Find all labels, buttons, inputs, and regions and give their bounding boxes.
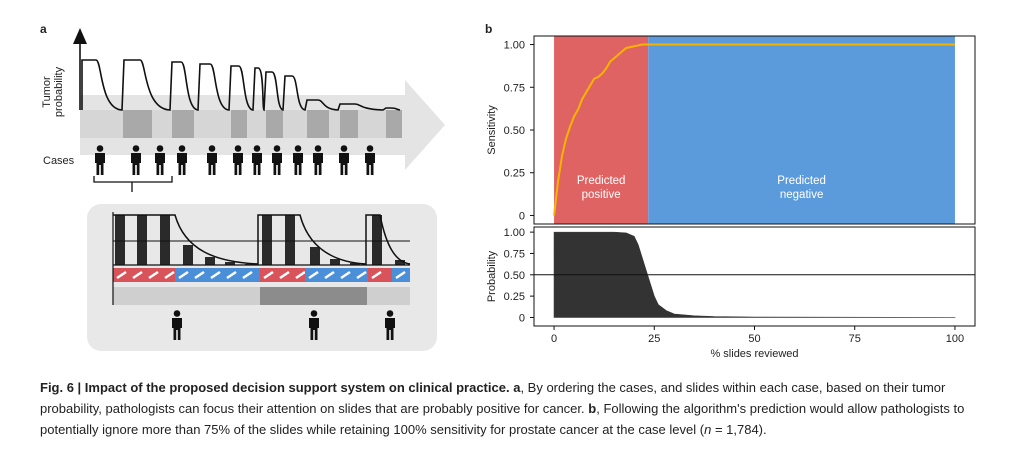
caption-text: n bbox=[704, 422, 712, 437]
stripe-dash bbox=[263, 270, 274, 280]
caption-text: Fig. 6 | Impact of the proposed decision… bbox=[40, 380, 510, 395]
slide bbox=[307, 110, 329, 138]
inset-bar bbox=[262, 215, 272, 265]
caption-text: a bbox=[513, 380, 521, 395]
caption-text: b bbox=[588, 401, 597, 416]
stripe-dash bbox=[164, 270, 175, 280]
inset-bar bbox=[395, 260, 405, 265]
stripe-dash bbox=[356, 270, 367, 280]
slide bbox=[386, 110, 402, 138]
inset-content bbox=[112, 212, 411, 340]
inset-bar bbox=[310, 247, 320, 265]
y-label: Tumor probability bbox=[41, 66, 65, 117]
inset-bar bbox=[137, 215, 147, 265]
x-tick-label: 50 bbox=[748, 333, 760, 345]
inset-bar bbox=[160, 215, 170, 265]
gray-bar bbox=[367, 287, 410, 305]
slide bbox=[123, 110, 152, 138]
x-tick-label: 25 bbox=[648, 333, 660, 345]
charts: Predicted positive Predicted negative 1.00 0.… bbox=[486, 35, 976, 360]
stripe-dash bbox=[324, 270, 335, 280]
slide bbox=[231, 110, 247, 138]
sensitivity-line bbox=[553, 43, 955, 216]
caption: Fig. 6 | Impact of the proposed decision… bbox=[40, 377, 985, 440]
region-label: Predicted bbox=[577, 175, 626, 187]
axis-arrowhead bbox=[73, 28, 87, 44]
inset-bar bbox=[205, 257, 215, 265]
caption-text: = 1,784). bbox=[711, 422, 767, 437]
inset-curve bbox=[113, 214, 411, 265]
stripe bbox=[113, 268, 175, 282]
stripe-dash bbox=[395, 270, 406, 280]
y-tick-label: 0 bbox=[519, 312, 525, 324]
stripe-dash bbox=[340, 270, 351, 280]
inset-bar bbox=[330, 259, 340, 265]
region-label: Predicted bbox=[777, 175, 826, 187]
x-tick-label: 0 bbox=[551, 333, 557, 345]
y-tick-label: 0 bbox=[519, 210, 525, 222]
slide bbox=[266, 110, 283, 138]
region bbox=[648, 36, 955, 224]
x-axis-label: % slides reviewed bbox=[710, 348, 798, 360]
y-tick-label: 0.25 bbox=[504, 168, 525, 180]
stripe-dash bbox=[279, 270, 290, 280]
y-tick-label: 0.75 bbox=[504, 248, 525, 260]
bracket bbox=[93, 176, 173, 192]
inset-bar bbox=[285, 215, 295, 265]
stripe-dash bbox=[116, 270, 127, 280]
y-tick-label: 0.75 bbox=[504, 82, 525, 94]
panel-label: b bbox=[485, 22, 492, 36]
stripe-dash bbox=[371, 270, 382, 280]
gray-bar bbox=[260, 287, 367, 305]
inset-bar bbox=[350, 263, 360, 265]
figure: a Tumor probability Cases b Predicted pos… bbox=[40, 22, 976, 360]
stripe-dash bbox=[226, 270, 237, 280]
stripe-dash bbox=[148, 270, 159, 280]
gray-bar bbox=[113, 287, 260, 305]
y-label-line: Tumor bbox=[41, 76, 53, 108]
caption-text: , By ordering the cases, and slides with… bbox=[40, 380, 949, 416]
slide bbox=[340, 110, 358, 138]
stripe-dash bbox=[194, 270, 205, 280]
stripe-dash bbox=[178, 270, 189, 280]
y-tick-label: 1.00 bbox=[504, 40, 525, 52]
caption-text: , Following the algorithm's prediction w… bbox=[40, 401, 968, 437]
stripe bbox=[368, 268, 392, 282]
x-tick-label: 75 bbox=[849, 333, 861, 345]
inset-bar bbox=[225, 262, 235, 265]
inset-bar bbox=[115, 215, 125, 265]
y-tick-label: 0.25 bbox=[504, 291, 525, 303]
y-label-line: probability bbox=[53, 66, 65, 117]
inset-bar bbox=[183, 245, 193, 265]
y-axis-label: Sensitivity bbox=[486, 105, 498, 155]
region-label: negative bbox=[780, 189, 823, 201]
panel-label: a bbox=[40, 22, 47, 36]
stripe-dash bbox=[308, 270, 319, 280]
y-axis-label: Probability bbox=[486, 250, 498, 302]
slide bbox=[172, 110, 194, 138]
y-tick-label: 1.00 bbox=[504, 227, 525, 239]
stripe-dash bbox=[295, 270, 306, 280]
x-tick-label: 100 bbox=[946, 333, 964, 345]
stripe-dash bbox=[132, 270, 143, 280]
stripe bbox=[305, 268, 368, 282]
y-tick-label: 0.50 bbox=[504, 125, 525, 137]
stripe-dash bbox=[210, 270, 221, 280]
y-tick-label: 0.50 bbox=[504, 270, 525, 282]
inset-bar bbox=[372, 215, 382, 265]
region-label: positive bbox=[582, 189, 621, 201]
slide-group bbox=[123, 110, 402, 138]
cases-label: Cases bbox=[43, 155, 75, 167]
tumor-curve bbox=[81, 59, 401, 112]
stripe-dash bbox=[242, 270, 253, 280]
